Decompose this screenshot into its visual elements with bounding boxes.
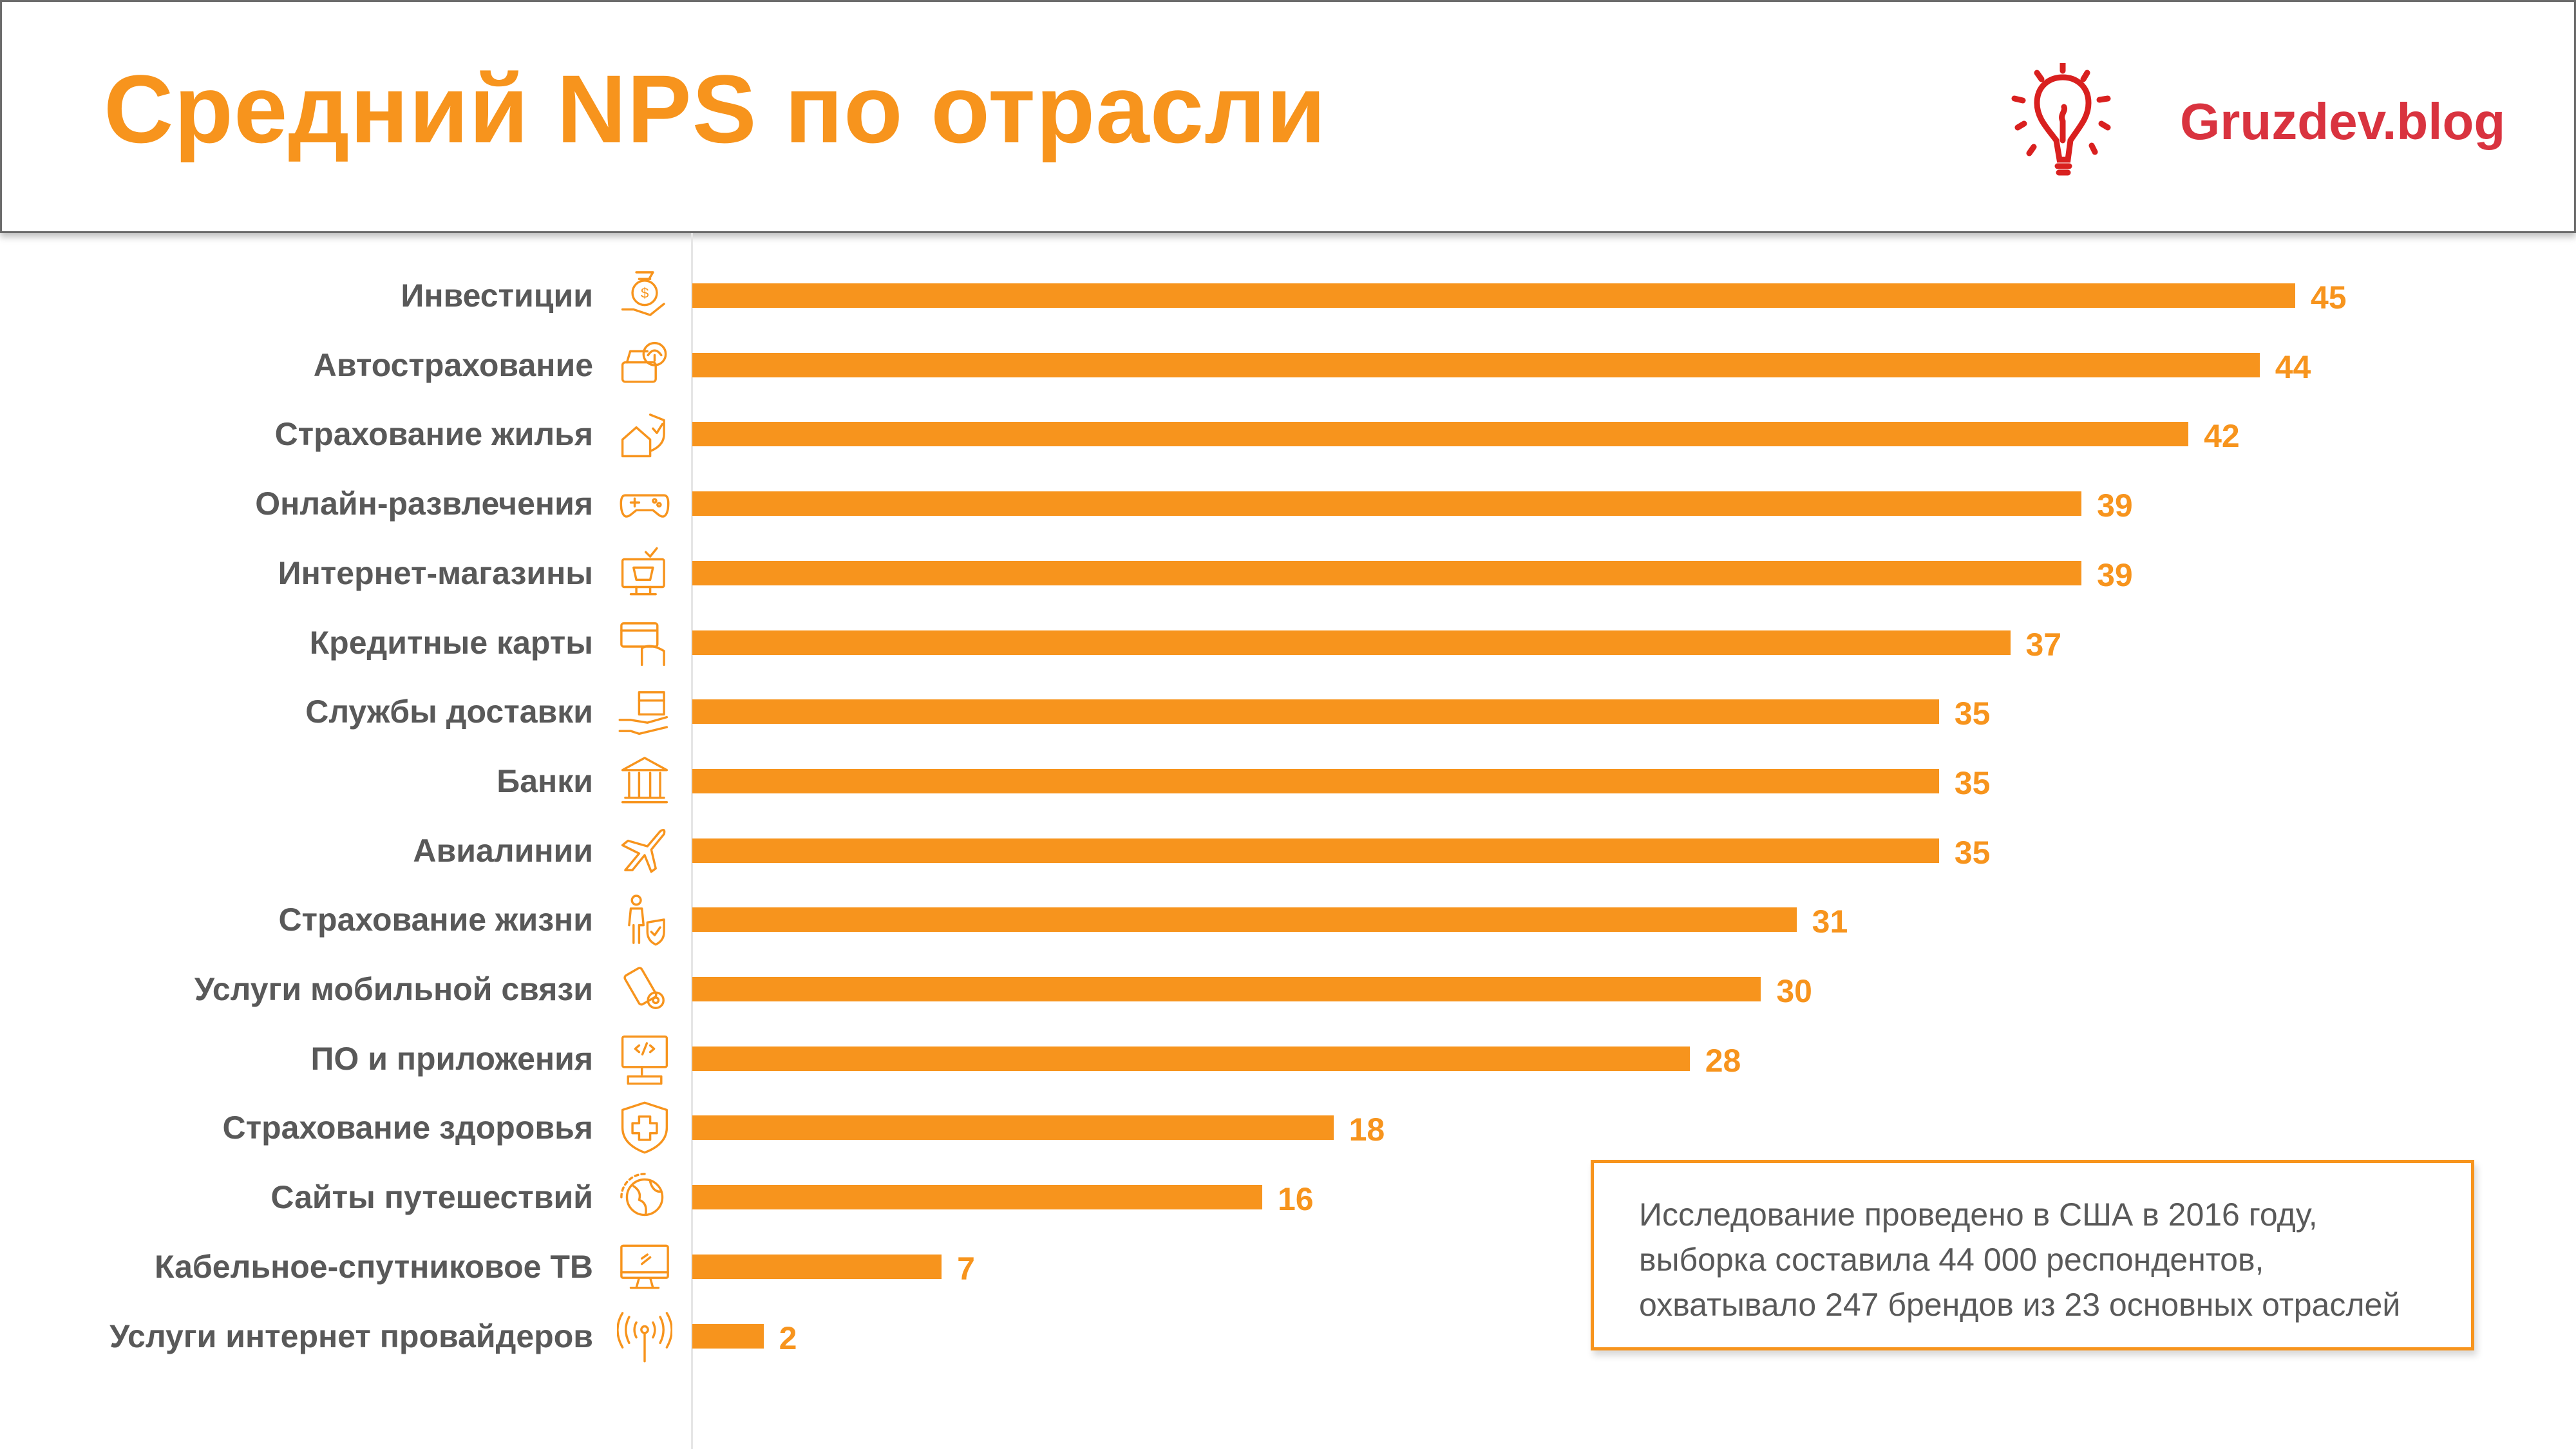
note-line: выборка составила 44 000 респондентов, <box>1639 1242 2264 1278</box>
money-bag-hand-icon: $ <box>617 268 672 323</box>
bar <box>692 907 1797 933</box>
bar <box>692 352 2260 377</box>
logo: Gruzdev.blog <box>2011 63 2505 185</box>
data-label: 35 <box>1954 764 1991 801</box>
bar <box>692 1115 1334 1141</box>
category-label: Интернет-магазины <box>278 554 593 591</box>
note-box: Исследование проведено в США в 2016 году… <box>1591 1160 2474 1350</box>
person-shield-icon <box>617 892 672 947</box>
category-label: Страхование здоровья <box>222 1110 593 1146</box>
category-label: Онлайн-развлечения <box>255 486 593 522</box>
data-label: 16 <box>1277 1181 1314 1218</box>
bar <box>692 699 1939 724</box>
bar <box>692 838 1939 863</box>
data-label: 45 <box>2311 279 2347 316</box>
category-label: Инвестиции <box>401 278 593 314</box>
category-label: Кабельное-спутниковое ТВ <box>154 1248 593 1285</box>
house-shield-icon <box>617 406 672 462</box>
gamepad-icon <box>617 476 672 531</box>
logo-text: Gruzdev.blog <box>2180 93 2506 150</box>
category-label: Страхование жилья <box>274 416 593 453</box>
bar <box>692 491 2082 516</box>
category-label: Сайты путешествий <box>270 1179 593 1216</box>
delivery-box-hand-icon <box>617 684 672 739</box>
bar <box>692 768 1939 793</box>
credit-card-hand-icon <box>617 615 672 670</box>
category-label: Автострахование <box>313 346 593 383</box>
tv-icon <box>617 1239 672 1294</box>
y-axis-line <box>691 233 693 1449</box>
computer-code-icon <box>617 1031 672 1086</box>
data-label: 39 <box>2097 556 2133 593</box>
bar <box>692 630 2011 655</box>
category-label: ПО и приложения <box>310 1040 593 1077</box>
data-label: 44 <box>2275 348 2311 385</box>
bar <box>692 1323 764 1349</box>
category-label: Банки <box>497 762 593 799</box>
bar <box>692 283 2295 308</box>
bar <box>692 1185 1262 1210</box>
header: Средний NPS по отрасли Gruzdev.blog <box>0 0 2576 233</box>
category-label: Службы доставки <box>305 694 593 730</box>
category-label: Услуги интернет провайдеров <box>109 1318 593 1354</box>
data-label: 18 <box>1349 1112 1385 1148</box>
page-title: Средний NPS по отрасли <box>104 55 1327 163</box>
category-label: Услуги мобильной связи <box>194 971 593 1007</box>
globe-icon <box>617 1170 672 1225</box>
online-shop-icon <box>617 545 672 601</box>
shield-cross-icon <box>617 1100 672 1155</box>
note-line: охватывало 247 брендов из 23 основных от… <box>1639 1287 2401 1323</box>
antenna-signal-icon <box>616 1309 673 1364</box>
data-label: 28 <box>1705 1042 1741 1079</box>
category-label: Кредитные карты <box>309 624 593 661</box>
bar <box>692 977 1761 1001</box>
data-label: 31 <box>1812 904 1848 940</box>
bar <box>692 1254 942 1279</box>
data-label: 39 <box>2097 488 2133 524</box>
bar <box>692 1046 1690 1071</box>
data-label: 35 <box>1954 834 1991 871</box>
category-label: Авиалинии <box>413 832 593 869</box>
svg-text:$: $ <box>641 285 649 301</box>
category-label: Страхование жизни <box>278 902 593 938</box>
data-label: 7 <box>957 1250 975 1287</box>
airplane-icon <box>617 823 672 878</box>
data-label: 37 <box>2025 626 2062 663</box>
bank-icon <box>617 753 672 809</box>
data-label: 30 <box>1776 973 1812 1009</box>
data-label: 35 <box>1954 696 1991 732</box>
bar <box>692 560 2082 585</box>
phone-gear-icon <box>617 961 672 1017</box>
data-label: 2 <box>779 1320 797 1356</box>
note-line: Исследование проведено в США в 2016 году… <box>1639 1197 2318 1233</box>
car-umbrella-icon <box>617 337 672 393</box>
note-text: Исследование проведено в США в 2016 году… <box>1639 1192 2400 1327</box>
lightbulb-icon <box>2011 63 2111 176</box>
bar <box>692 422 2189 447</box>
data-label: 42 <box>2204 418 2240 455</box>
